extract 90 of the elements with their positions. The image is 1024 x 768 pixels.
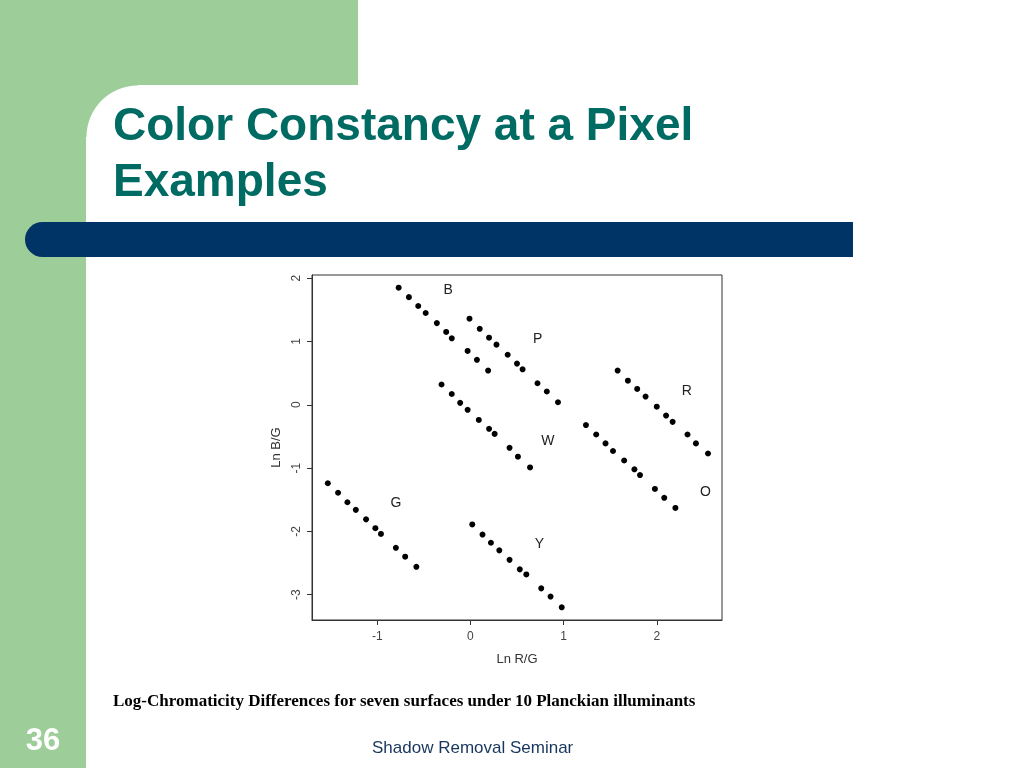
point: [352, 506, 359, 513]
point: [516, 566, 523, 573]
point: [372, 525, 379, 532]
point: [479, 531, 486, 538]
point: [558, 604, 565, 611]
point: [506, 556, 513, 563]
point: [392, 544, 399, 551]
point: [395, 284, 402, 291]
point: [443, 328, 450, 335]
point: [486, 425, 493, 432]
point: [415, 303, 422, 310]
y-tick-label: 2: [289, 274, 303, 282]
series-label: Y: [534, 534, 545, 551]
point: [593, 431, 600, 438]
point: [363, 516, 370, 523]
point: [402, 553, 409, 560]
point: [609, 447, 616, 454]
y-tick-label: -1: [289, 462, 303, 474]
point: [433, 320, 440, 327]
point: [377, 530, 384, 537]
point: [555, 399, 561, 406]
y-tick-label: 0: [289, 401, 303, 409]
point: [457, 399, 464, 406]
y-tick-label: -2: [289, 525, 303, 537]
point: [487, 539, 494, 546]
point: [506, 444, 513, 451]
point: [614, 367, 621, 374]
point: [631, 466, 638, 473]
point: [514, 453, 521, 460]
point: [705, 450, 712, 457]
point: [543, 388, 550, 395]
x-tick-label: 0: [467, 629, 475, 643]
point: [438, 381, 445, 388]
series-label: O: [699, 482, 711, 499]
x-tick-label: 2: [653, 629, 661, 643]
point: [637, 472, 643, 479]
point: [496, 547, 503, 554]
point: [448, 391, 455, 398]
point: [663, 412, 670, 419]
point: [653, 403, 660, 410]
point: [504, 351, 511, 358]
point: [624, 377, 631, 384]
point: [469, 521, 476, 528]
point: [448, 335, 455, 342]
x-tick-label: 1: [560, 629, 568, 643]
point: [651, 485, 658, 492]
x-tick-label: -1: [371, 629, 383, 643]
text: 36: [24, 722, 62, 758]
y-tick-label: -3: [289, 589, 303, 601]
point: [534, 380, 541, 387]
chart-title: Color Constancy at a Pixel Examples: [113, 97, 695, 208]
point: [692, 440, 699, 447]
point: [547, 593, 554, 600]
text: Shadow Removal Seminar: [372, 738, 574, 758]
point: [684, 431, 691, 438]
point: [464, 406, 471, 413]
point: [519, 366, 526, 373]
y-tick-label: 1: [289, 337, 303, 345]
point: [405, 294, 412, 301]
point: [523, 571, 530, 578]
point: [642, 393, 649, 400]
point: [422, 309, 429, 316]
point: [476, 325, 483, 332]
point: [335, 489, 342, 496]
point: [514, 360, 520, 367]
point: [661, 494, 668, 501]
point: [582, 422, 589, 429]
point: [634, 385, 641, 392]
point: [464, 347, 471, 354]
point: [491, 430, 498, 437]
point: [485, 367, 492, 374]
series-label: G: [390, 494, 402, 511]
point: [486, 334, 493, 341]
series-label: B: [443, 281, 453, 298]
point: [473, 356, 480, 363]
point: [669, 418, 676, 425]
text: Log-Chromaticity Differences for seven surfaces under 10 Planckian illuminants: [113, 691, 696, 711]
point: [344, 499, 351, 506]
point: [672, 504, 679, 511]
x-axis-title: Ln R/G: [496, 651, 538, 666]
point: [538, 585, 545, 592]
point: [527, 464, 534, 471]
point: [621, 457, 628, 464]
point: [324, 480, 331, 487]
point: [413, 563, 420, 570]
series-label: P: [533, 329, 543, 346]
series-label: R: [681, 381, 692, 398]
y-axis-title: Ln B/G: [268, 427, 283, 468]
point: [475, 416, 482, 423]
series-label: W: [541, 431, 556, 448]
